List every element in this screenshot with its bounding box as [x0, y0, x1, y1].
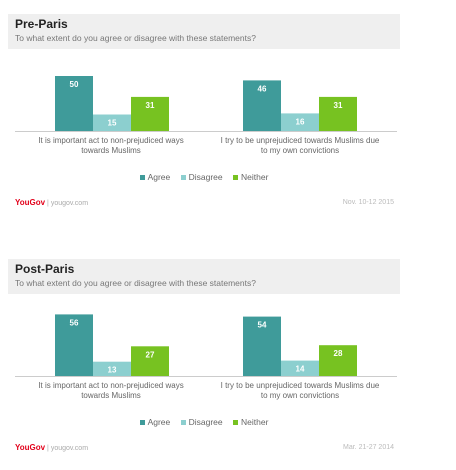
bar-agree	[55, 76, 93, 131]
data-label: 50	[70, 80, 79, 89]
bar-disagree	[281, 360, 319, 376]
legend-item-neither: Neither	[233, 172, 268, 182]
chart-header: Pre-Paris To what extent do you agree or…	[8, 14, 400, 49]
data-label: 31	[146, 101, 155, 110]
legend-label: Neither	[241, 417, 269, 427]
legend-item-neither: Neither	[233, 417, 268, 427]
bar-agree	[55, 314, 93, 376]
legend-swatch-agree	[139, 420, 145, 426]
footer-brand: YouGov | yougov.com	[15, 198, 88, 207]
yougov-logo: YouGov	[15, 443, 46, 452]
survey-date: Mar. 21-27 2014	[343, 444, 394, 451]
category-label: I try to be unprejudiced towards Muslims…	[221, 381, 380, 390]
legend-label: Disagree	[188, 417, 223, 427]
legend: Agree Disagree Neither	[8, 417, 400, 427]
chart-panel-pre: Pre-Paris To what extent do you agree or…	[8, 14, 400, 220]
category-label: I try to be unprejudiced towards Muslims…	[221, 136, 380, 145]
bar-chart: 50 15 31 It is important act to non-prejudi…	[15, 76, 397, 155]
chart-panel-post: Post-Paris To what extent do you agree o…	[8, 259, 400, 465]
brand-site: yougov.com	[50, 200, 89, 207]
category-label: to my own convictions	[261, 391, 339, 400]
legend-swatch-disagree	[180, 420, 186, 426]
chart-subtitle: To what extent do you agree or disagree …	[15, 278, 256, 288]
legend-item-agree: Agree	[139, 417, 171, 427]
bar-agree	[243, 80, 281, 131]
legend-item-disagree: Disagree	[180, 172, 223, 182]
data-label: 13	[108, 366, 117, 375]
bar-disagree	[93, 361, 131, 376]
bar-disagree	[281, 113, 319, 131]
survey-date: Nov. 10-12 2015	[342, 199, 394, 206]
legend: Agree Disagree Neither	[8, 172, 400, 182]
brand-site: yougov.com	[50, 445, 89, 452]
category-label: towards Muslims	[81, 391, 141, 400]
chart-header: Post-Paris To what extent do you agree o…	[8, 259, 400, 294]
legend-swatch-neither	[233, 175, 239, 181]
brand-separator: |	[47, 445, 49, 452]
footer-brand: YouGov | yougov.com	[15, 443, 88, 452]
bar-agree	[243, 316, 281, 376]
chart-subtitle: To what extent do you agree or disagree …	[15, 33, 256, 43]
data-label: 15	[108, 119, 117, 128]
data-label: 28	[334, 349, 343, 358]
yougov-logo: YouGov	[15, 198, 46, 207]
bar-neither	[319, 345, 357, 376]
data-label: 31	[334, 101, 343, 110]
category-label: It is important act to non-prejudiced wa…	[38, 136, 183, 145]
chart-title: Pre-Paris	[15, 17, 68, 31]
bar-disagree	[93, 114, 131, 131]
category-label: It is important act to non-prejudiced wa…	[38, 381, 183, 390]
bar-chart: 56 13 27 It is important act to non-prejudi…	[15, 314, 397, 400]
data-label: 16	[296, 117, 305, 126]
legend-label: Disagree	[188, 172, 223, 182]
data-label: 46	[258, 84, 267, 93]
legend-label: Agree	[147, 417, 171, 427]
chart-title: Post-Paris	[15, 262, 75, 276]
data-label: 56	[70, 318, 79, 327]
legend-item-disagree: Disagree	[180, 417, 223, 427]
legend-swatch-disagree	[180, 175, 186, 181]
legend-swatch-neither	[233, 420, 239, 426]
category-label: to my own convictions	[261, 146, 339, 155]
legend-label: Agree	[147, 172, 171, 182]
data-label: 27	[146, 350, 155, 359]
bar-neither	[131, 96, 169, 131]
bar-neither	[319, 96, 357, 131]
data-label: 54	[258, 321, 267, 330]
category-label: towards Muslims	[81, 146, 141, 155]
legend-label: Neither	[241, 172, 269, 182]
data-label: 14	[296, 365, 305, 374]
brand-separator: |	[47, 200, 49, 207]
legend-swatch-agree	[139, 175, 145, 181]
bar-neither	[131, 346, 169, 376]
legend-item-agree: Agree	[139, 172, 171, 182]
